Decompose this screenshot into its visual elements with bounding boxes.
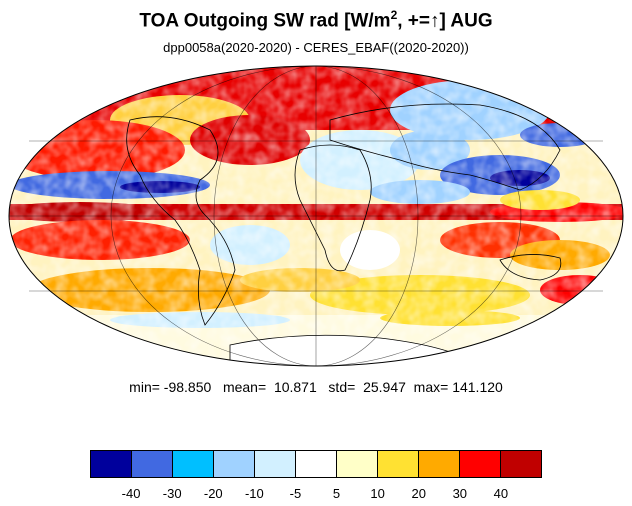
stat-max: 141.120 (452, 379, 503, 395)
colorbar-box (214, 451, 255, 477)
colorbar-box (419, 451, 460, 477)
title-main: TOA Outgoing SW rad [W/m (139, 10, 391, 32)
colorbar-tick-label: -5 (289, 486, 302, 501)
map-border (8, 65, 624, 367)
plot-subtitle: dpp0058a(2020-2020) - CERES_EBAF((2020-2… (163, 40, 469, 55)
colorbar-tick-label: 20 (411, 486, 426, 501)
stat-std-label: std= (316, 379, 364, 395)
stat-min: -98.850 (163, 379, 212, 395)
colorbar-box (460, 451, 501, 477)
colorbar-box (501, 451, 541, 477)
colorbar-box (91, 451, 132, 477)
stat-max-label: max= (405, 379, 453, 395)
stat-min-label: min= (129, 379, 164, 395)
colorbar-box (173, 451, 214, 477)
colorbar-tick-label: 10 (370, 486, 385, 501)
colorbar-tick-label: -20 (203, 486, 223, 501)
colorbar-box (378, 451, 419, 477)
stat-mean: 10.871 (273, 379, 317, 395)
colorbar-box (337, 451, 378, 477)
colorbar-tick-label: -30 (162, 486, 182, 501)
statistics-line: min= -98.850 mean= 10.871 std= 25.947 ma… (0, 379, 632, 395)
stat-std: 25.947 (363, 379, 406, 395)
colorbar-box (296, 451, 337, 477)
colorbar-tick-label: 30 (452, 486, 468, 501)
title-superscript: 2 (390, 8, 398, 22)
colorbar-box (255, 451, 296, 477)
colorbar-tick-label: 40 (493, 486, 509, 501)
colorbar-tick-label: -40 (121, 486, 141, 501)
coastlines (126, 103, 562, 326)
plot-title: TOA Outgoing SW rad [W/m2, +=↑] AUG (0, 8, 632, 32)
colorbar-box (132, 451, 173, 477)
colorbar (90, 450, 542, 478)
title-suffix: , +=↑] AUG (397, 10, 493, 32)
colorbar-tick-label: 5 (332, 486, 341, 501)
colorbar-tick-label: -10 (244, 486, 264, 501)
stat-mean-label: mean= (211, 379, 274, 395)
